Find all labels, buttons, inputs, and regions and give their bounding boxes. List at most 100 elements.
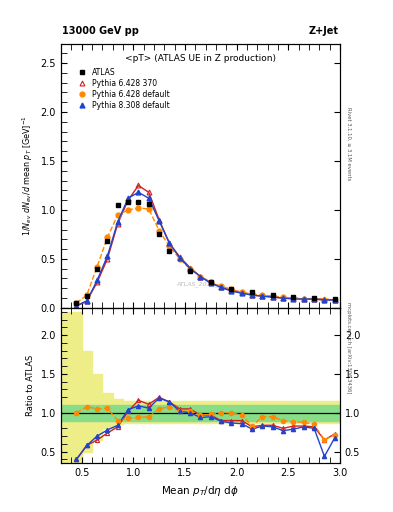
Line: Pythia 8.308 default: Pythia 8.308 default <box>74 190 337 308</box>
Pythia 6.428 default <box>177 256 182 262</box>
ATLAS <box>332 296 337 302</box>
Pythia 6.428 370 <box>188 265 193 271</box>
Line: Pythia 6.428 default: Pythia 6.428 default <box>74 206 337 305</box>
Y-axis label: Ratio to ATLAS: Ratio to ATLAS <box>26 355 35 416</box>
Pythia 6.428 370 <box>116 221 120 227</box>
ATLAS <box>188 268 193 274</box>
Pythia 6.428 default <box>291 295 296 301</box>
Pythia 8.308 default <box>301 296 306 302</box>
ATLAS <box>270 292 275 298</box>
Pythia 8.308 default <box>105 253 110 259</box>
ATLAS <box>208 280 213 286</box>
Pythia 6.428 370 <box>250 292 254 298</box>
Pythia 6.428 default <box>281 294 285 300</box>
Pythia 6.428 default <box>229 286 234 292</box>
Pythia 8.308 default <box>239 290 244 296</box>
Pythia 8.308 default <box>260 293 265 299</box>
Pythia 6.428 default <box>84 292 89 298</box>
Pythia 6.428 370 <box>270 294 275 300</box>
Pythia 6.428 default <box>105 234 110 241</box>
Pythia 6.428 default <box>167 243 172 249</box>
Pythia 8.308 default <box>95 278 99 284</box>
Pythia 6.428 default <box>270 293 275 299</box>
ATLAS <box>250 289 254 295</box>
Pythia 8.308 default <box>74 303 79 309</box>
Line: ATLAS: ATLAS <box>74 200 337 305</box>
Pythia 6.428 default <box>301 296 306 302</box>
Pythia 6.428 370 <box>239 289 244 295</box>
Pythia 6.428 370 <box>229 287 234 293</box>
Text: Rivet 3.1.10, ≥ 3.1M events: Rivet 3.1.10, ≥ 3.1M events <box>346 106 351 180</box>
Pythia 6.428 default <box>312 296 316 302</box>
Pythia 6.428 370 <box>208 280 213 286</box>
ATLAS <box>291 294 296 300</box>
Pythia 6.428 370 <box>219 284 224 290</box>
Pythia 8.308 default <box>84 298 89 304</box>
ATLAS <box>74 300 79 306</box>
ATLAS <box>229 286 234 292</box>
Legend: ATLAS, Pythia 6.428 370, Pythia 6.428 default, Pythia 8.308 default: ATLAS, Pythia 6.428 370, Pythia 6.428 de… <box>73 66 172 112</box>
ATLAS <box>105 238 110 244</box>
Text: ATLAS_2019_...: ATLAS_2019_... <box>176 281 224 287</box>
Pythia 8.308 default <box>136 189 141 196</box>
Pythia 6.428 default <box>116 212 120 218</box>
Pythia 6.428 370 <box>105 256 110 262</box>
Pythia 8.308 default <box>270 294 275 300</box>
Pythia 6.428 370 <box>291 295 296 301</box>
Pythia 8.308 default <box>167 240 172 246</box>
Pythia 6.428 370 <box>147 189 151 196</box>
Pythia 6.428 default <box>126 207 130 213</box>
Pythia 6.428 default <box>147 206 151 212</box>
Pythia 6.428 default <box>322 297 327 303</box>
Pythia 6.428 default <box>250 291 254 297</box>
Pythia 6.428 default <box>157 227 162 233</box>
Pythia 6.428 default <box>208 280 213 286</box>
ATLAS <box>312 295 316 301</box>
Pythia 6.428 370 <box>177 254 182 260</box>
Pythia 8.308 default <box>250 292 254 298</box>
Pythia 6.428 370 <box>167 240 172 246</box>
Line: Pythia 6.428 370: Pythia 6.428 370 <box>74 183 337 308</box>
Pythia 8.308 default <box>322 297 327 303</box>
Pythia 6.428 370 <box>301 296 306 302</box>
Pythia 8.308 default <box>281 295 285 301</box>
Pythia 8.308 default <box>312 296 316 302</box>
Pythia 6.428 370 <box>74 303 79 309</box>
ATLAS <box>147 201 151 207</box>
Pythia 6.428 370 <box>126 197 130 203</box>
Pythia 6.428 370 <box>157 217 162 223</box>
Pythia 6.428 default <box>219 283 224 289</box>
Pythia 8.308 default <box>147 195 151 201</box>
Pythia 6.428 370 <box>260 293 265 299</box>
ATLAS <box>157 231 162 238</box>
Pythia 6.428 370 <box>95 280 99 286</box>
X-axis label: Mean $p_T$/d$\eta$ d$\phi$: Mean $p_T$/d$\eta$ d$\phi$ <box>162 484 239 498</box>
Pythia 8.308 default <box>229 288 234 294</box>
Pythia 8.308 default <box>188 266 193 272</box>
Pythia 6.428 370 <box>198 273 203 280</box>
Pythia 8.308 default <box>116 219 120 225</box>
Pythia 8.308 default <box>291 296 296 302</box>
Pythia 6.428 default <box>95 264 99 270</box>
ATLAS <box>116 202 120 208</box>
Pythia 8.308 default <box>332 297 337 303</box>
Pythia 6.428 default <box>188 266 193 272</box>
ATLAS <box>84 293 89 299</box>
Pythia 6.428 default <box>198 273 203 280</box>
Pythia 8.308 default <box>126 195 130 201</box>
Pythia 6.428 default <box>136 205 141 211</box>
Pythia 6.428 370 <box>312 296 316 302</box>
ATLAS <box>167 248 172 254</box>
Pythia 6.428 default <box>260 292 265 298</box>
Text: 13000 GeV pp: 13000 GeV pp <box>62 26 139 36</box>
Pythia 8.308 default <box>208 280 213 286</box>
Y-axis label: $1/N_{ev}$ $dN_{ev}/d$ mean $p_T$ [GeV]$^{-1}$: $1/N_{ev}$ $dN_{ev}/d$ mean $p_T$ [GeV]$… <box>20 115 35 236</box>
ATLAS <box>126 199 130 205</box>
Pythia 8.308 default <box>219 284 224 290</box>
Pythia 6.428 370 <box>332 297 337 303</box>
Pythia 8.308 default <box>177 255 182 261</box>
Text: mcplots.cern.ch [arXiv:1306.3436]: mcplots.cern.ch [arXiv:1306.3436] <box>346 303 351 394</box>
Pythia 6.428 default <box>74 300 79 306</box>
ATLAS <box>95 266 99 272</box>
Pythia 6.428 370 <box>84 298 89 304</box>
